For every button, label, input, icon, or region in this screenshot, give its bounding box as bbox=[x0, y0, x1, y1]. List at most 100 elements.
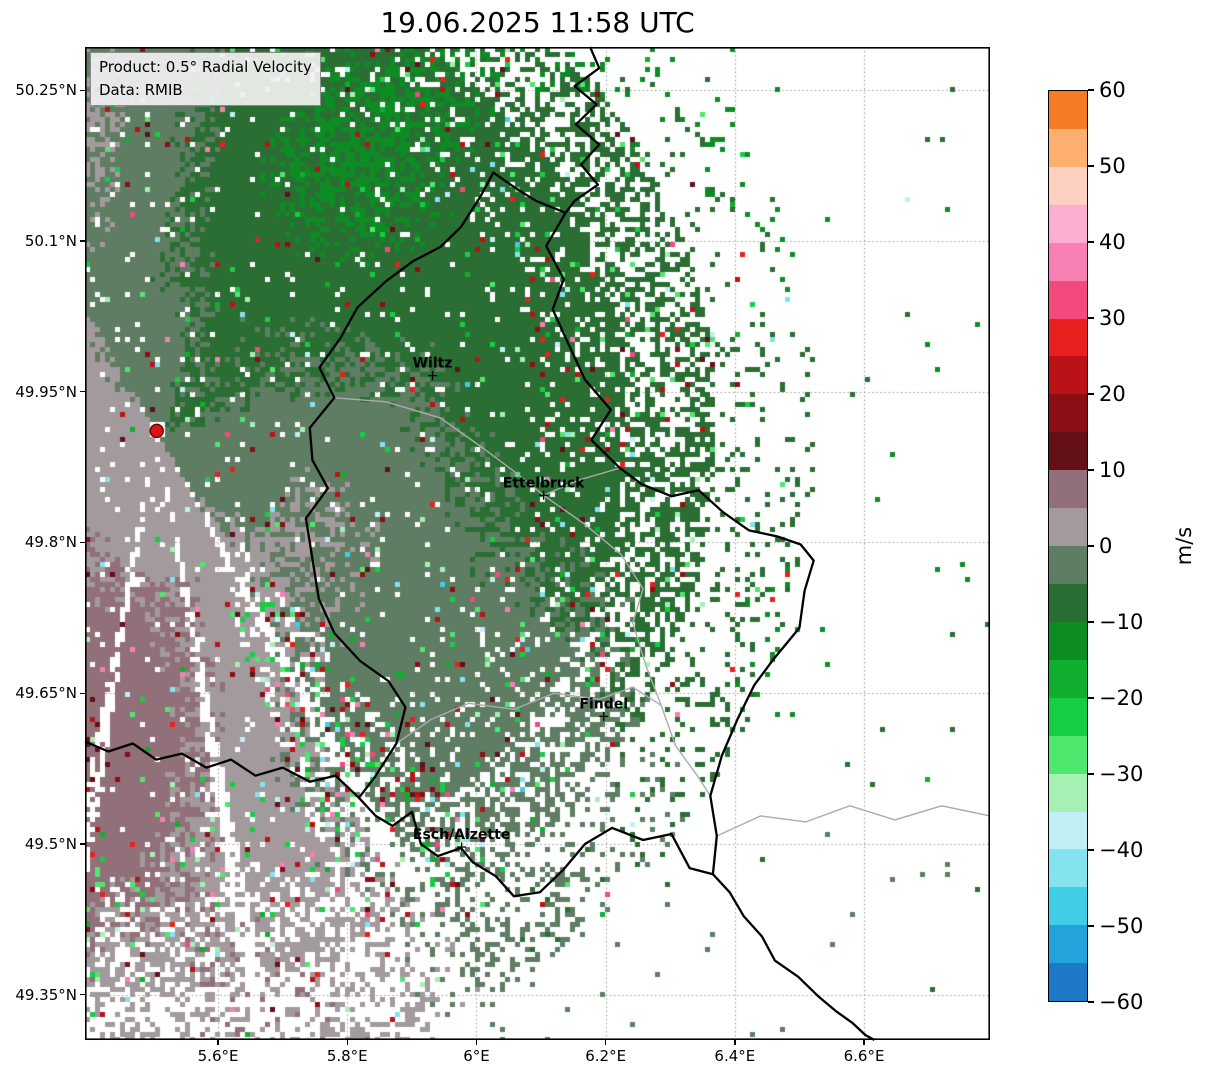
figure-title: 19.06.2025 11:58 UTC bbox=[380, 6, 695, 39]
colorbar-band bbox=[1049, 621, 1087, 660]
x-tick-mark bbox=[346, 1040, 348, 1045]
district-border-line bbox=[334, 397, 545, 496]
x-tick-label: 5.6°E bbox=[197, 1047, 239, 1065]
colorbar-tick-mark bbox=[1088, 1001, 1094, 1003]
colorbar-band bbox=[1049, 887, 1087, 926]
y-tick-label: 50.25°N bbox=[15, 81, 77, 100]
y-tick-mark bbox=[80, 89, 85, 91]
x-tick-mark bbox=[863, 1040, 865, 1045]
x-tick-label: 6°E bbox=[463, 1047, 490, 1065]
city-label: Esch/Alzette bbox=[413, 827, 510, 843]
product-label: Product: 0.5° Radial Velocity bbox=[99, 58, 312, 76]
city-marker bbox=[599, 711, 609, 721]
colorbar-tick-mark bbox=[1088, 621, 1094, 623]
colorbar-tick-mark bbox=[1088, 773, 1094, 775]
colorbar-tick-label: 60 bbox=[1099, 78, 1126, 102]
colorbar-tick-label: −20 bbox=[1099, 686, 1144, 710]
y-tick-label: 49.5°N bbox=[24, 835, 77, 853]
x-tick-mark bbox=[217, 1040, 219, 1045]
x-tick-mark bbox=[604, 1040, 607, 1045]
colorbar-band bbox=[1049, 166, 1087, 205]
colorbar bbox=[1048, 90, 1088, 1002]
colorbar-tick-mark bbox=[1088, 241, 1094, 243]
x-tick-label: 6.4°E bbox=[714, 1047, 756, 1065]
colorbar-tick-label: −50 bbox=[1099, 914, 1144, 938]
colorbar-tick-label: 10 bbox=[1099, 458, 1126, 482]
x-tick-mark bbox=[734, 1040, 736, 1045]
data-source-label: Data: RMIB bbox=[99, 80, 183, 99]
map-plot: Wiltz Ettelbruck Findel Esch/Alzette Produc… bbox=[84, 46, 991, 1042]
district-border-line bbox=[543, 467, 621, 496]
y-tick-label: 50.1°N bbox=[24, 231, 77, 250]
colorbar-tick-mark bbox=[1088, 545, 1094, 547]
colorbar-tick-label: 30 bbox=[1099, 306, 1126, 330]
colorbar-band bbox=[1049, 849, 1087, 888]
colorbar-tick-label: −30 bbox=[1099, 762, 1144, 786]
colorbar-band bbox=[1049, 508, 1087, 547]
colorbar-band bbox=[1049, 91, 1087, 129]
y-tick-mark bbox=[80, 843, 85, 845]
colorbar-band bbox=[1049, 280, 1087, 319]
country-border-line bbox=[712, 873, 875, 1042]
x-tick-label: 6.2°E bbox=[585, 1047, 627, 1065]
colorbar-tick-label: −10 bbox=[1099, 610, 1144, 634]
velocity-field-canvas bbox=[85, 47, 990, 1040]
colorbar-band bbox=[1049, 546, 1087, 584]
city-label: Findel bbox=[579, 696, 628, 712]
colorbar-band bbox=[1049, 242, 1087, 281]
colorbar-tick-mark bbox=[1088, 469, 1094, 471]
colorbar-band bbox=[1049, 697, 1087, 736]
colorbar-tick-mark bbox=[1088, 697, 1094, 699]
city-marker bbox=[428, 371, 438, 381]
city-marker bbox=[457, 842, 467, 852]
y-tick-mark bbox=[80, 240, 85, 242]
colorbar-tick-mark bbox=[1088, 89, 1094, 91]
y-tick-mark bbox=[80, 541, 85, 544]
colorbar-band bbox=[1049, 356, 1087, 395]
city-label: Ettelbruck bbox=[503, 475, 585, 491]
colorbar-band bbox=[1049, 583, 1087, 622]
colorbar-band bbox=[1049, 470, 1087, 509]
y-tick-label: 49.35°N bbox=[15, 985, 77, 1004]
y-tick-label: 49.65°N bbox=[15, 684, 77, 703]
country-border-line bbox=[564, 46, 601, 214]
colorbar-band bbox=[1049, 811, 1087, 850]
colorbar-tick-label: 0 bbox=[1099, 534, 1113, 558]
colorbar-band bbox=[1049, 432, 1087, 471]
colorbar-tick-label: 40 bbox=[1099, 230, 1126, 254]
colorbar-tick-label: 50 bbox=[1099, 154, 1126, 178]
district-border-line bbox=[716, 805, 991, 837]
y-tick-mark bbox=[80, 994, 85, 996]
colorbar-band bbox=[1049, 735, 1087, 774]
colorbar-band bbox=[1049, 128, 1087, 167]
plot-frame bbox=[85, 47, 991, 1041]
colorbar-band bbox=[1049, 318, 1087, 357]
colorbar-band bbox=[1049, 204, 1087, 243]
y-tick-label: 49.8°N bbox=[24, 533, 77, 552]
colorbar-band bbox=[1049, 394, 1087, 433]
colorbar-tick-mark bbox=[1088, 393, 1094, 395]
colorbar-band bbox=[1049, 773, 1087, 812]
x-tick-label: 6.6°E bbox=[843, 1047, 885, 1065]
district-border-line bbox=[396, 686, 662, 745]
colorbar-tick-label: 20 bbox=[1099, 382, 1126, 406]
colorbar-unit-label: m/s bbox=[1172, 526, 1196, 566]
colorbar-band bbox=[1049, 963, 1087, 1002]
colorbar-band bbox=[1049, 925, 1087, 964]
x-tick-mark bbox=[475, 1040, 478, 1045]
city-marker bbox=[539, 490, 549, 500]
country-border-line bbox=[304, 171, 815, 898]
product-info-box: Product: 0.5° Radial Velocity Data: RMIB bbox=[90, 52, 321, 106]
y-tick-label: 49.95°N bbox=[15, 382, 77, 401]
colorbar-tick-mark bbox=[1088, 317, 1094, 319]
colorbar-tick-mark bbox=[1088, 165, 1094, 167]
colorbar-tick-mark bbox=[1088, 925, 1094, 927]
district-border-line bbox=[543, 494, 711, 797]
colorbar-tick-mark bbox=[1088, 849, 1094, 851]
radar-site-marker bbox=[149, 423, 164, 439]
city-label: Wiltz bbox=[413, 356, 453, 372]
y-tick-mark bbox=[80, 692, 85, 694]
x-tick-label: 5.8°E bbox=[326, 1047, 368, 1065]
colorbar-tick-label: −40 bbox=[1099, 838, 1144, 862]
